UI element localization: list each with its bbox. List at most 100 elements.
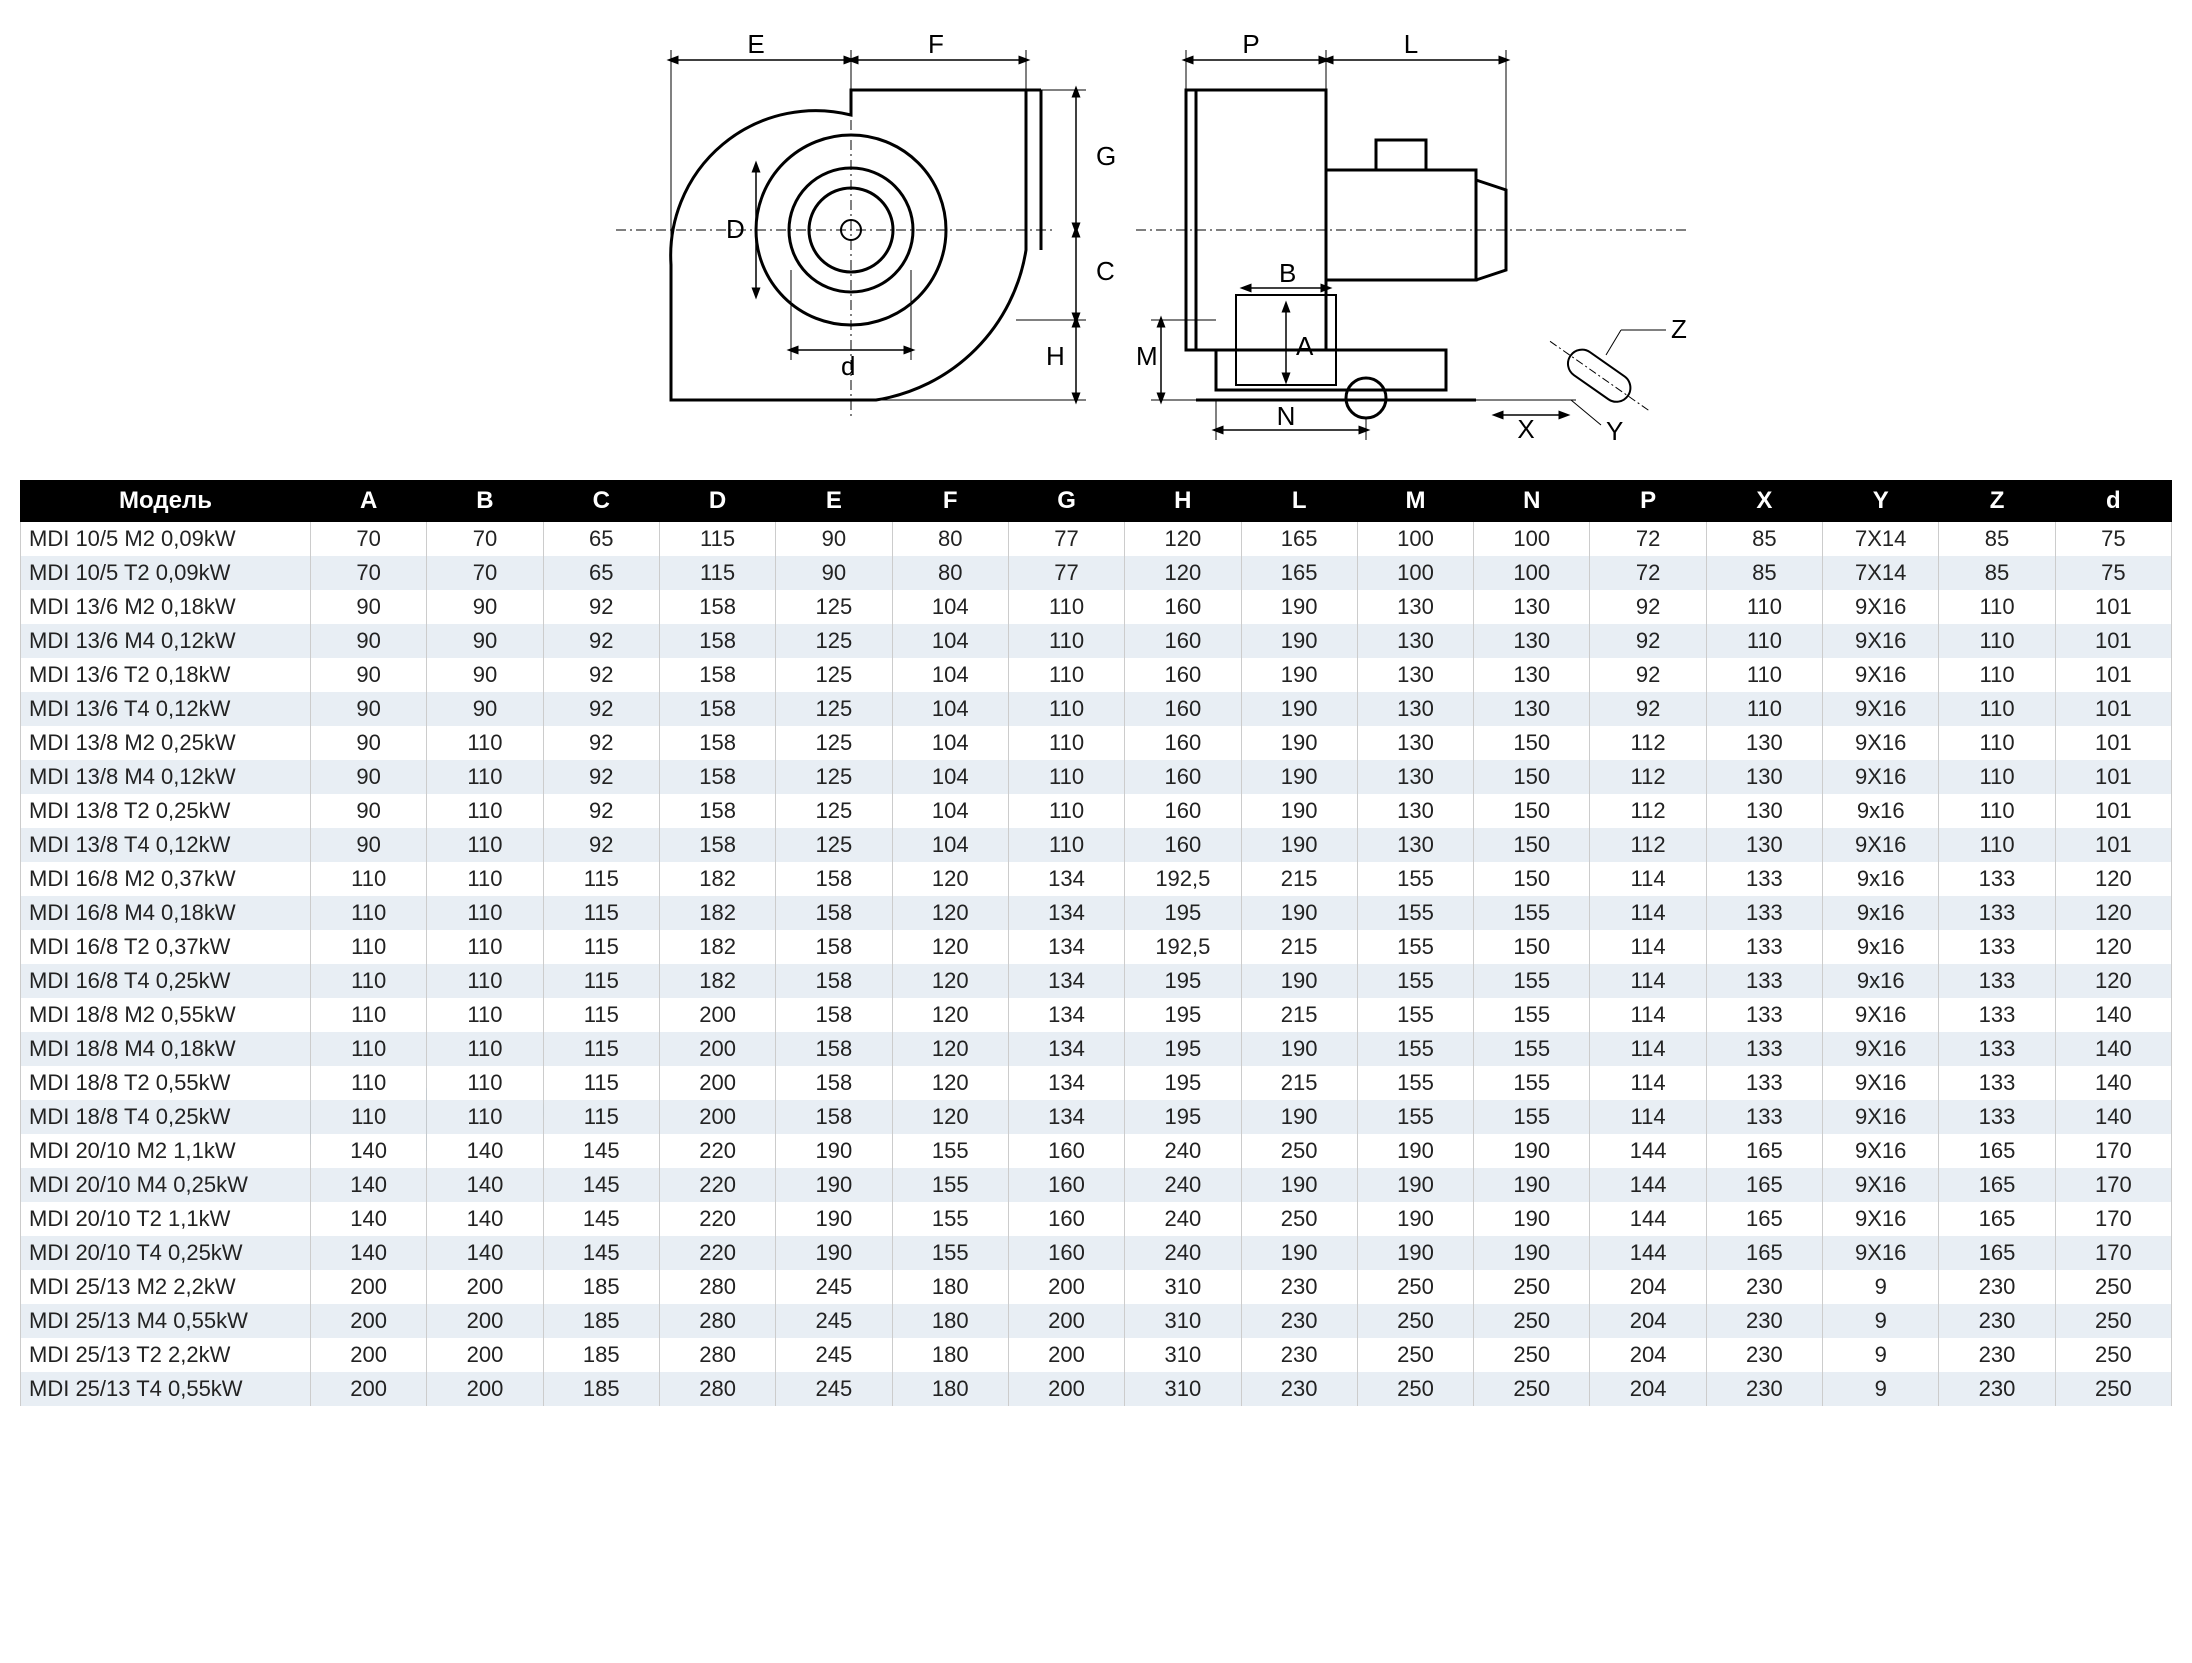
value-cell: 195 (1125, 964, 1241, 998)
value-cell: 245 (776, 1304, 892, 1338)
value-cell: 9x16 (1823, 964, 1939, 998)
value-cell: 104 (892, 590, 1008, 624)
dim-label-P: P (1242, 29, 1259, 59)
value-cell: 130 (1474, 590, 1590, 624)
value-cell: 92 (1590, 658, 1706, 692)
value-cell: 158 (776, 998, 892, 1032)
value-cell: 185 (543, 1372, 659, 1406)
value-cell: 110 (427, 794, 543, 828)
value-cell: 158 (776, 896, 892, 930)
value-cell: 100 (1474, 522, 1590, 557)
value-cell: 90 (776, 556, 892, 590)
value-cell: 158 (776, 1032, 892, 1066)
value-cell: 200 (1008, 1270, 1124, 1304)
table-row: MDI 20/10 M2 1,1kW1401401452201901551602… (21, 1134, 2172, 1168)
value-cell: 160 (1125, 624, 1241, 658)
table-row: MDI 10/5 T2 0,09kW7070651159080771201651… (21, 556, 2172, 590)
value-cell: 115 (543, 930, 659, 964)
model-cell: MDI 13/6 M2 0,18kW (21, 590, 311, 624)
table-wrapper: ventel МодельABCDEFGHLMNPXYZd MDI 10/5 M… (20, 480, 2172, 1406)
value-cell: 90 (311, 692, 427, 726)
value-cell: 140 (427, 1168, 543, 1202)
value-cell: 190 (1241, 658, 1357, 692)
value-cell: 110 (427, 760, 543, 794)
value-cell: 110 (1939, 726, 2055, 760)
value-cell: 110 (1939, 692, 2055, 726)
model-cell: MDI 16/8 M2 0,37kW (21, 862, 311, 896)
table-row: MDI 16/8 T2 0,37kW1101101151821581201341… (21, 930, 2172, 964)
value-cell: 190 (776, 1236, 892, 1270)
value-cell: 160 (1125, 726, 1241, 760)
value-cell: 120 (892, 862, 1008, 896)
col-header: P (1590, 481, 1706, 522)
table-row: MDI 25/13 M4 0,55kW200200185280245180200… (21, 1304, 2172, 1338)
value-cell: 133 (1706, 998, 1822, 1032)
value-cell: 170 (2055, 1202, 2171, 1236)
col-header: d (2055, 481, 2171, 522)
value-cell: 92 (543, 828, 659, 862)
value-cell: 204 (1590, 1270, 1706, 1304)
value-cell: 250 (1241, 1134, 1357, 1168)
value-cell: 114 (1590, 930, 1706, 964)
value-cell: 110 (311, 964, 427, 998)
value-cell: 145 (543, 1202, 659, 1236)
model-cell: MDI 25/13 T2 2,2kW (21, 1338, 311, 1372)
value-cell: 9 (1823, 1338, 1939, 1372)
value-cell: 120 (1125, 556, 1241, 590)
value-cell: 195 (1125, 1066, 1241, 1100)
dim-label-N: N (1277, 401, 1296, 431)
table-body: MDI 10/5 M2 0,09kW7070651159080771201651… (21, 522, 2172, 1407)
value-cell: 230 (1706, 1372, 1822, 1406)
model-cell: MDI 10/5 T2 0,09kW (21, 556, 311, 590)
value-cell: 92 (543, 624, 659, 658)
value-cell: 9X16 (1823, 658, 1939, 692)
value-cell: 130 (1706, 828, 1822, 862)
value-cell: 133 (1706, 930, 1822, 964)
value-cell: 115 (543, 862, 659, 896)
dim-label-dlower: d (841, 351, 855, 381)
model-cell: MDI 16/8 T4 0,25kW (21, 964, 311, 998)
col-header: Y (1823, 481, 1939, 522)
value-cell: 158 (776, 1100, 892, 1134)
value-cell: 134 (1008, 1032, 1124, 1066)
col-header: H (1125, 481, 1241, 522)
table-header: МодельABCDEFGHLMNPXYZd (21, 481, 2172, 522)
value-cell: 104 (892, 760, 1008, 794)
value-cell: 101 (2055, 658, 2171, 692)
page-container: E F G C H D (20, 20, 2172, 1406)
value-cell: 145 (543, 1236, 659, 1270)
value-cell: 125 (776, 692, 892, 726)
value-cell: 160 (1008, 1202, 1124, 1236)
value-cell: 104 (892, 624, 1008, 658)
value-cell: 110 (311, 998, 427, 1032)
value-cell: 90 (427, 692, 543, 726)
value-cell: 110 (311, 862, 427, 896)
table-row: MDI 10/5 M2 0,09kW7070651159080771201651… (21, 522, 2172, 557)
value-cell: 140 (311, 1168, 427, 1202)
col-header: C (543, 481, 659, 522)
value-cell: 250 (1357, 1338, 1473, 1372)
value-cell: 240 (1125, 1236, 1241, 1270)
col-header: B (427, 481, 543, 522)
value-cell: 112 (1590, 794, 1706, 828)
value-cell: 200 (311, 1372, 427, 1406)
value-cell: 200 (311, 1270, 427, 1304)
value-cell: 190 (1241, 1236, 1357, 1270)
value-cell: 182 (659, 862, 775, 896)
value-cell: 230 (1706, 1304, 1822, 1338)
value-cell: 101 (2055, 692, 2171, 726)
value-cell: 92 (1590, 692, 1706, 726)
value-cell: 165 (1706, 1168, 1822, 1202)
value-cell: 9X16 (1823, 1100, 1939, 1134)
table-row: MDI 18/8 T4 0,25kW1101101152001581201341… (21, 1100, 2172, 1134)
value-cell: 155 (1357, 1100, 1473, 1134)
value-cell: 9X16 (1823, 998, 1939, 1032)
value-cell: 158 (776, 1066, 892, 1100)
value-cell: 75 (2055, 522, 2171, 557)
model-cell: MDI 18/8 M2 0,55kW (21, 998, 311, 1032)
value-cell: 125 (776, 726, 892, 760)
value-cell: 115 (543, 896, 659, 930)
value-cell: 240 (1125, 1134, 1241, 1168)
value-cell: 165 (1706, 1236, 1822, 1270)
value-cell: 72 (1590, 522, 1706, 557)
